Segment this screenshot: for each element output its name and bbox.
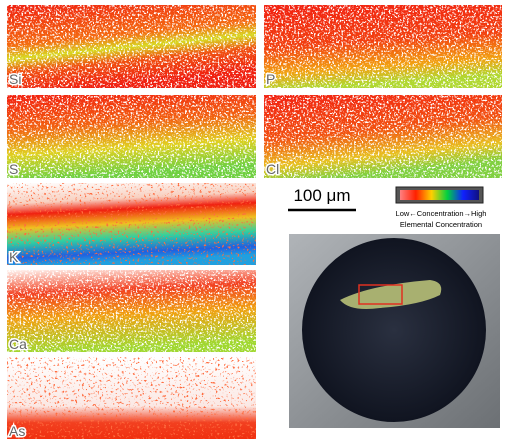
- label: As: [9, 423, 25, 439]
- scale-bar: 100 μm: [288, 186, 356, 212]
- map-k: K: [7, 183, 256, 267]
- map-si: Si: [7, 5, 256, 89]
- map-cl: Cl: [264, 95, 502, 179]
- colorbar-label: Low←Concentration→High: [396, 209, 487, 218]
- label: K: [9, 249, 19, 265]
- colorbar: Low←Concentration→High Elemental Concent…: [395, 186, 487, 229]
- scale-label: 100 μm: [293, 186, 350, 205]
- map-as: As: [7, 357, 256, 439]
- label: S: [9, 161, 18, 177]
- map-ca: Ca: [7, 270, 256, 354]
- colorbar-label: Elemental Concentration: [400, 220, 482, 229]
- map-s: S: [7, 95, 256, 179]
- label: Cl: [266, 161, 279, 177]
- label: Si: [9, 71, 21, 87]
- sample-photo: [289, 234, 500, 428]
- label: P: [266, 71, 275, 87]
- map-p: P: [264, 5, 502, 89]
- label: Ca: [9, 336, 27, 352]
